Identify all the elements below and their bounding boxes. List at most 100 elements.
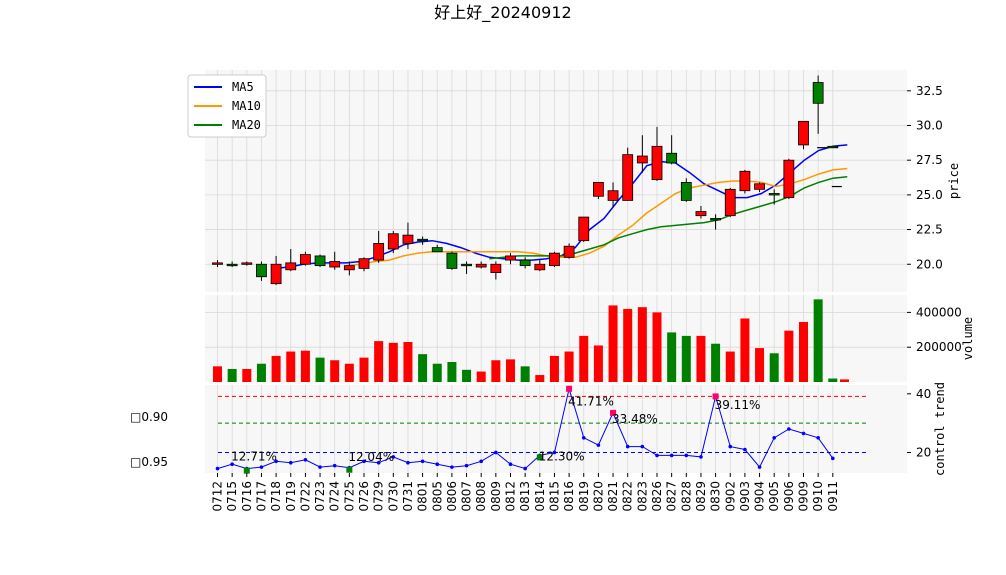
trend-point xyxy=(450,465,454,469)
trend-point xyxy=(625,444,630,449)
x-tick-label: 0725 xyxy=(342,481,356,512)
candle-body xyxy=(651,145,663,181)
trend-annotation: 12.30% xyxy=(539,450,585,464)
x-tick-label: 0712 xyxy=(211,481,225,512)
volume-bar xyxy=(593,345,603,382)
x-tick-label: 0819 xyxy=(577,481,591,512)
volume-bar xyxy=(506,359,515,382)
trend-point xyxy=(508,462,513,467)
x-tick-label: 0722 xyxy=(298,481,312,512)
candle-body xyxy=(358,258,370,269)
trend-point xyxy=(552,450,557,455)
trend-point xyxy=(376,460,381,465)
trend-left-tick-label: □0.95 xyxy=(130,455,168,469)
x-tick-label: 0731 xyxy=(401,481,415,512)
volume-axis-label: volume xyxy=(961,317,975,360)
volume-bar xyxy=(315,357,325,382)
x-tick-label: 0905 xyxy=(767,481,781,512)
volume-bar xyxy=(755,348,765,382)
candle-body xyxy=(446,252,458,269)
candle-body xyxy=(710,218,721,221)
trend-point xyxy=(435,462,440,467)
candle-body xyxy=(695,211,707,217)
trend-point xyxy=(420,459,425,464)
trend-point xyxy=(259,465,264,469)
trend-point xyxy=(303,458,308,462)
volume-bar xyxy=(432,363,442,382)
trend-annotation: 39.11% xyxy=(715,398,761,412)
trend-point xyxy=(581,436,586,440)
trend-tick-label: 40 xyxy=(916,387,931,401)
candle-body xyxy=(241,262,253,265)
x-tick-label: 0730 xyxy=(386,481,400,512)
x-tick-label: 0719 xyxy=(284,481,298,512)
price-axis-label: price xyxy=(947,163,961,199)
trend-annotation: 12.71% xyxy=(231,449,277,463)
x-tick-label: 0815 xyxy=(547,481,561,512)
volume-bar xyxy=(227,368,237,382)
price-tick-label: 30.0 xyxy=(916,119,943,133)
trend-point xyxy=(801,431,806,436)
trend-point xyxy=(464,463,469,468)
volume-bar xyxy=(828,378,838,382)
price-tick-label: 32.5 xyxy=(916,84,943,98)
volume-bar xyxy=(813,299,823,382)
trend-peak-marker xyxy=(610,409,617,416)
x-tick-label: 0812 xyxy=(504,481,518,512)
volume-bar xyxy=(681,335,691,382)
price-panel: 20.0 22.5 25.0 27.5 30.0 32.5 price MA5 MA10 MA20 xyxy=(187,70,961,292)
legend-box xyxy=(187,74,267,138)
volume-bar xyxy=(344,363,354,382)
x-tick-label: 0911 xyxy=(826,481,840,512)
trend-trough-marker xyxy=(346,466,353,473)
trend-point xyxy=(655,453,659,458)
x-tick-label: 0904 xyxy=(753,481,767,512)
x-tick-label: 0807 xyxy=(460,481,474,512)
trend-point xyxy=(391,455,396,459)
trend-point xyxy=(669,453,674,458)
trend-point xyxy=(332,463,337,468)
candle-body xyxy=(607,190,619,201)
trend-point xyxy=(816,436,820,440)
volume-bar xyxy=(242,368,252,382)
volume-bar xyxy=(769,353,779,382)
x-tick-label: 0801 xyxy=(416,481,430,512)
chart-title: 好上好_20240912 xyxy=(434,3,571,23)
candle-body xyxy=(578,216,590,242)
candle-body xyxy=(739,170,751,192)
candle-body xyxy=(490,263,502,273)
volume-bar xyxy=(799,321,808,382)
x-tick-label: 0717 xyxy=(254,481,268,512)
x-tick-label: 0805 xyxy=(430,481,444,512)
x-tick-label: 0828 xyxy=(679,481,693,512)
trend-point xyxy=(318,465,322,469)
volume-bar xyxy=(564,351,574,382)
ma-line-ma10 xyxy=(346,167,848,267)
candle-body xyxy=(373,243,385,261)
trend-point xyxy=(494,450,498,455)
x-tick-label: 0715 xyxy=(225,481,239,512)
x-tick-label: 0826 xyxy=(650,481,664,512)
x-tick-label: 0829 xyxy=(694,481,708,512)
candle-body xyxy=(563,245,575,258)
legend-label-ma20: MA20 xyxy=(232,118,261,132)
candle-body xyxy=(783,159,795,199)
volume-bar xyxy=(608,305,618,382)
candle-body xyxy=(417,238,429,242)
price-tick-label: 22.5 xyxy=(916,223,943,237)
x-tick-label: 0809 xyxy=(489,481,503,512)
volume-bar xyxy=(256,363,266,382)
volume-bar xyxy=(476,371,486,382)
x-tick-label: 0808 xyxy=(474,481,488,512)
x-tick-label: 0718 xyxy=(269,481,283,512)
x-tick-label: 0723 xyxy=(313,481,327,512)
x-axis: 0712 0715 0716 0717 0718 0719 0722 0723 0724 0725… xyxy=(211,473,840,512)
candle-body xyxy=(724,188,736,217)
trend-point xyxy=(787,427,791,431)
volume-bar xyxy=(359,357,369,382)
candle-body xyxy=(812,82,824,104)
candle-body xyxy=(270,263,282,285)
trend-point xyxy=(523,466,527,471)
